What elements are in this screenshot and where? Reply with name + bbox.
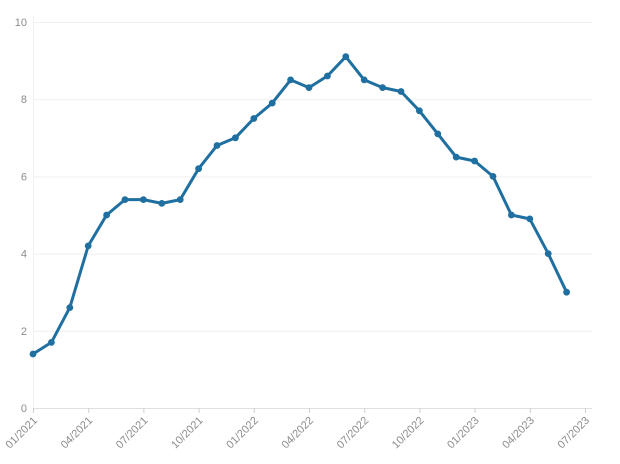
data-point[interactable]: 09/2022: 8.2	[397, 88, 405, 95]
data-point[interactable]: 08/2022: 8.3	[379, 84, 386, 91]
data-point[interactable]: 01/2023: 6.4	[471, 157, 478, 165]
y-tick-label: 10	[15, 17, 27, 29]
data-point[interactable]: 06/2021: 5.4	[121, 196, 129, 204]
x-tick-label: 07/2022	[335, 415, 372, 452]
data-point[interactable]: 05/2021: 5	[103, 211, 110, 219]
x-tick-label: 04/2022	[280, 415, 317, 452]
data-point[interactable]: 02/2022: 7.9	[268, 99, 276, 107]
x-tick-label: 10/2021	[169, 415, 206, 452]
data-point[interactable]: 03/2023: 5	[508, 211, 515, 219]
data-point[interactable]: 04/2022: 8.3	[305, 84, 313, 91]
data-point[interactable]: 04/2021: 4.2	[84, 242, 92, 250]
y-tick-label: 0	[21, 403, 27, 415]
data-point[interactable]: 02/2023: 6	[489, 173, 497, 180]
data-point[interactable]: 11/2022: 7.1	[434, 130, 442, 138]
y-tick-label: 2	[21, 326, 27, 338]
series-line	[31, 55, 569, 356]
data-point[interactable]: 09/2021: 5.4	[176, 196, 184, 204]
data-point[interactable]: 10/2021: 6.2	[195, 165, 203, 173]
x-tick-label: 01/2021	[4, 415, 41, 452]
data-point[interactable]: 11/2021: 6.8	[213, 142, 221, 149]
data-point[interactable]: 03/2021: 2.6	[66, 304, 74, 311]
x-tick-label: 10/2022	[390, 415, 427, 452]
data-point[interactable]: 06/2023: 3	[563, 288, 570, 296]
data-point[interactable]: 07/2021: 5.4	[140, 196, 147, 204]
data-point[interactable]: 03/2022: 8.5	[287, 76, 294, 84]
data-point[interactable]: 07/2022: 8.5	[360, 76, 368, 84]
data-point[interactable]: 08/2021: 5.3	[158, 200, 166, 207]
x-tick-label: 07/2023	[556, 415, 593, 452]
x-tick-label: 01/2022	[224, 415, 261, 452]
x-tick-label: 04/2023	[500, 415, 537, 452]
data-point[interactable]: 02/2021: 1.7	[48, 339, 55, 346]
x-tick-label: 07/2021	[114, 415, 151, 452]
data-point[interactable]: 05/2022: 8.6	[324, 72, 331, 80]
data-point[interactable]: 12/2022: 6.5	[452, 153, 460, 161]
y-tick-label: 8	[21, 94, 27, 106]
data-point[interactable]: 06/2022: 9.1	[342, 53, 350, 61]
data-point[interactable]: 10/2022: 7.7	[416, 107, 423, 115]
data-point[interactable]: 04/2023: 4.9	[526, 215, 534, 223]
y-tick-label: 4	[21, 249, 27, 261]
y-tick-label: 6	[21, 171, 27, 183]
data-point[interactable]: 01/2022: 7.5	[250, 115, 258, 122]
data-point[interactable]: 01/2021: 1.4	[29, 350, 37, 358]
data-point[interactable]: 05/2023: 4	[544, 250, 552, 257]
x-tick-label: 01/2023	[445, 415, 482, 452]
x-tick-label: 04/2021	[59, 415, 96, 452]
data-point[interactable]: 12/2021: 7	[232, 134, 239, 142]
